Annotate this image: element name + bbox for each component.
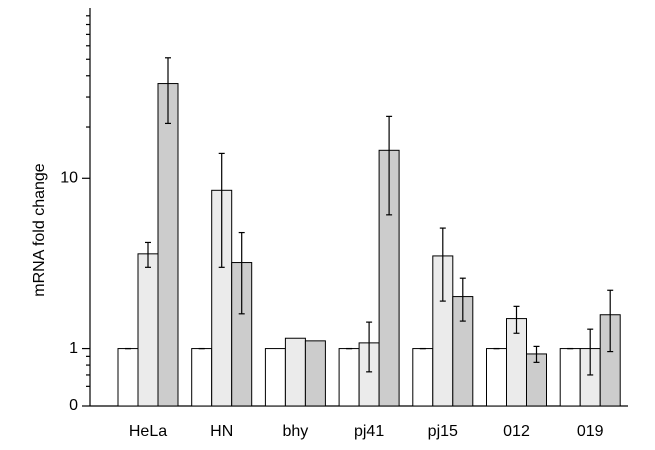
bar <box>338 348 360 407</box>
error-bar <box>607 289 614 353</box>
y-tick-label: 0 <box>69 397 78 414</box>
error-bar <box>145 241 151 268</box>
x-tick-label: pj15 <box>428 423 458 440</box>
error-bar <box>587 328 594 376</box>
bar <box>486 348 507 407</box>
x-tick-label: bhy <box>283 423 309 440</box>
error-bar <box>513 305 520 334</box>
bar <box>284 337 306 407</box>
bar <box>117 348 139 407</box>
error-bar <box>366 321 373 373</box>
x-tick-label: pj41 <box>354 423 384 440</box>
error-bar <box>386 115 393 216</box>
x-tick-label: HN <box>210 423 233 440</box>
y-tick-label: 10 <box>60 170 78 187</box>
bar <box>157 83 179 407</box>
bar <box>191 348 213 407</box>
x-tick-label: HeLa <box>129 423 167 440</box>
error-bar <box>439 227 446 302</box>
bar <box>137 253 159 407</box>
error-bar <box>218 152 225 268</box>
error-bar <box>533 345 540 363</box>
bar <box>412 348 434 407</box>
y-axis-label: mRNA fold change <box>31 163 48 297</box>
y-tick-label: 1 <box>69 340 78 357</box>
error-bar <box>459 277 466 322</box>
error-bar <box>238 231 245 315</box>
x-tick-label: 012 <box>503 423 530 440</box>
bar <box>304 340 326 407</box>
bar <box>264 348 286 407</box>
error-bar <box>165 57 171 125</box>
bar <box>559 348 581 407</box>
x-tick-label: 019 <box>577 423 604 440</box>
